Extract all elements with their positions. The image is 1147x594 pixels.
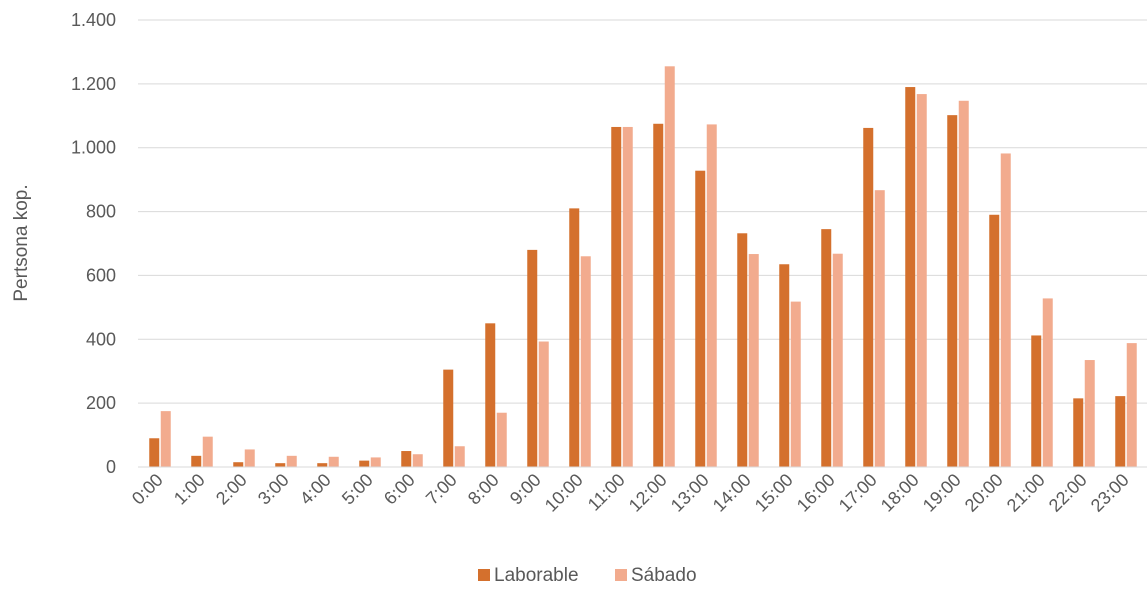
bar-laborable-20 xyxy=(989,214,1000,467)
bar-laborable-2 xyxy=(233,462,244,467)
x-tick-label: 20:00 xyxy=(961,470,1007,516)
bar-laborable-17 xyxy=(863,127,874,467)
legend-label-laborable: Laborable xyxy=(494,565,579,586)
x-tick-label: 8:00 xyxy=(464,470,503,509)
x-tick-label: 12:00 xyxy=(625,470,671,516)
bar-sabado-16 xyxy=(832,253,843,467)
bar-laborable-0 xyxy=(149,438,160,467)
bar-sabado-1 xyxy=(202,436,213,467)
x-tick-label: 10:00 xyxy=(541,470,587,516)
x-tick-label: 0:00 xyxy=(128,470,167,509)
bar-laborable-15 xyxy=(779,264,790,467)
bar-laborable-23 xyxy=(1115,396,1126,467)
bar-laborable-11 xyxy=(611,126,622,467)
x-tick-label: 19:00 xyxy=(919,470,965,516)
bar-sabado-5 xyxy=(370,457,381,467)
bar-laborable-9 xyxy=(527,249,538,467)
bar-laborable-13 xyxy=(695,170,706,467)
bar-laborable-4 xyxy=(317,463,328,467)
bar-sabado-0 xyxy=(160,411,171,467)
bar-laborable-7 xyxy=(443,369,454,467)
x-tick-label: 17:00 xyxy=(835,470,881,516)
y-tick-label: 200 xyxy=(86,393,116,413)
y-tick-label: 400 xyxy=(86,329,116,349)
x-tick-label: 9:00 xyxy=(506,470,545,509)
y-tick-label: 1.400 xyxy=(71,10,116,30)
bar-sabado-10 xyxy=(580,256,591,467)
y-tick-label: 1.000 xyxy=(71,138,116,158)
bar-laborable-12 xyxy=(653,123,664,468)
x-tick-label: 13:00 xyxy=(667,470,713,516)
y-tick-label: 0 xyxy=(106,457,116,477)
x-tick-label: 5:00 xyxy=(338,470,377,509)
x-tick-label: 6:00 xyxy=(380,470,419,509)
x-tick-label: 3:00 xyxy=(254,470,293,509)
gridlines xyxy=(138,19,1147,404)
bar-sabado-21 xyxy=(1042,298,1053,467)
bar-sabado-11 xyxy=(622,126,633,467)
legend-swatch-sabado xyxy=(615,569,627,581)
bar-laborable-18 xyxy=(905,87,916,468)
bar-sabado-22 xyxy=(1084,360,1095,467)
bar-sabado-19 xyxy=(958,100,969,467)
x-tick-label: 2:00 xyxy=(212,470,251,509)
bar-laborable-10 xyxy=(569,208,580,467)
bar-sabado-9 xyxy=(538,341,549,467)
bar-laborable-14 xyxy=(737,233,748,467)
bar-sabado-8 xyxy=(496,412,507,467)
bar-sabado-7 xyxy=(454,446,465,467)
legend-swatch-laborable xyxy=(478,569,490,581)
bar-laborable-8 xyxy=(485,323,496,467)
x-tick-label: 14:00 xyxy=(709,470,755,516)
bar-laborable-21 xyxy=(1031,335,1042,467)
bar-sabado-23 xyxy=(1126,343,1137,467)
bar-sabado-2 xyxy=(244,449,255,467)
y-axis-ticks: 0 200 400 600 800 1.000 1.200 1.400 xyxy=(71,10,116,477)
bar-laborable-1 xyxy=(191,455,202,467)
x-tick-label: 18:00 xyxy=(877,470,923,516)
x-tick-label: 22:00 xyxy=(1045,470,1091,516)
bar-sabado-6 xyxy=(412,454,423,467)
legend: Laborable Sábado xyxy=(478,565,697,586)
bar-sabado-4 xyxy=(328,456,339,467)
bar-sabado-3 xyxy=(286,455,297,467)
y-tick-label: 600 xyxy=(86,265,116,285)
bar-sabado-18 xyxy=(916,94,927,468)
bar-sabado-13 xyxy=(706,124,717,467)
x-axis-ticks: 0:00 1:00 2:00 3:00 4:00 5:00 6:00 7:00 8:00 9:00… xyxy=(128,470,1133,516)
x-tick-label: 23:00 xyxy=(1087,470,1133,516)
x-tick-label: 15:00 xyxy=(751,470,797,516)
bar-sabado-14 xyxy=(748,254,759,467)
x-tick-label: 21:00 xyxy=(1003,470,1049,516)
bars xyxy=(149,66,1137,468)
y-axis-title: Pertsona kop. xyxy=(11,184,32,301)
y-tick-label: 1.200 xyxy=(71,74,116,94)
x-tick-label: 7:00 xyxy=(422,470,461,509)
bar-laborable-22 xyxy=(1073,398,1084,467)
bar-sabado-12 xyxy=(664,66,675,468)
bar-laborable-5 xyxy=(359,460,370,467)
x-tick-label: 11:00 xyxy=(584,470,629,515)
x-tick-label: 16:00 xyxy=(793,470,839,516)
bar-laborable-16 xyxy=(821,229,832,467)
legend-label-sabado: Sábado xyxy=(631,565,697,586)
y-tick-label: 800 xyxy=(86,202,116,222)
bar-sabado-17 xyxy=(874,190,885,467)
bar-sabado-15 xyxy=(790,301,801,467)
bar-sabado-20 xyxy=(1000,153,1011,467)
bar-laborable-6 xyxy=(401,451,412,467)
x-tick-label: 1:00 xyxy=(170,470,209,509)
x-tick-label: 4:00 xyxy=(296,470,335,509)
bar-laborable-19 xyxy=(947,115,958,467)
bar-laborable-3 xyxy=(275,463,286,467)
